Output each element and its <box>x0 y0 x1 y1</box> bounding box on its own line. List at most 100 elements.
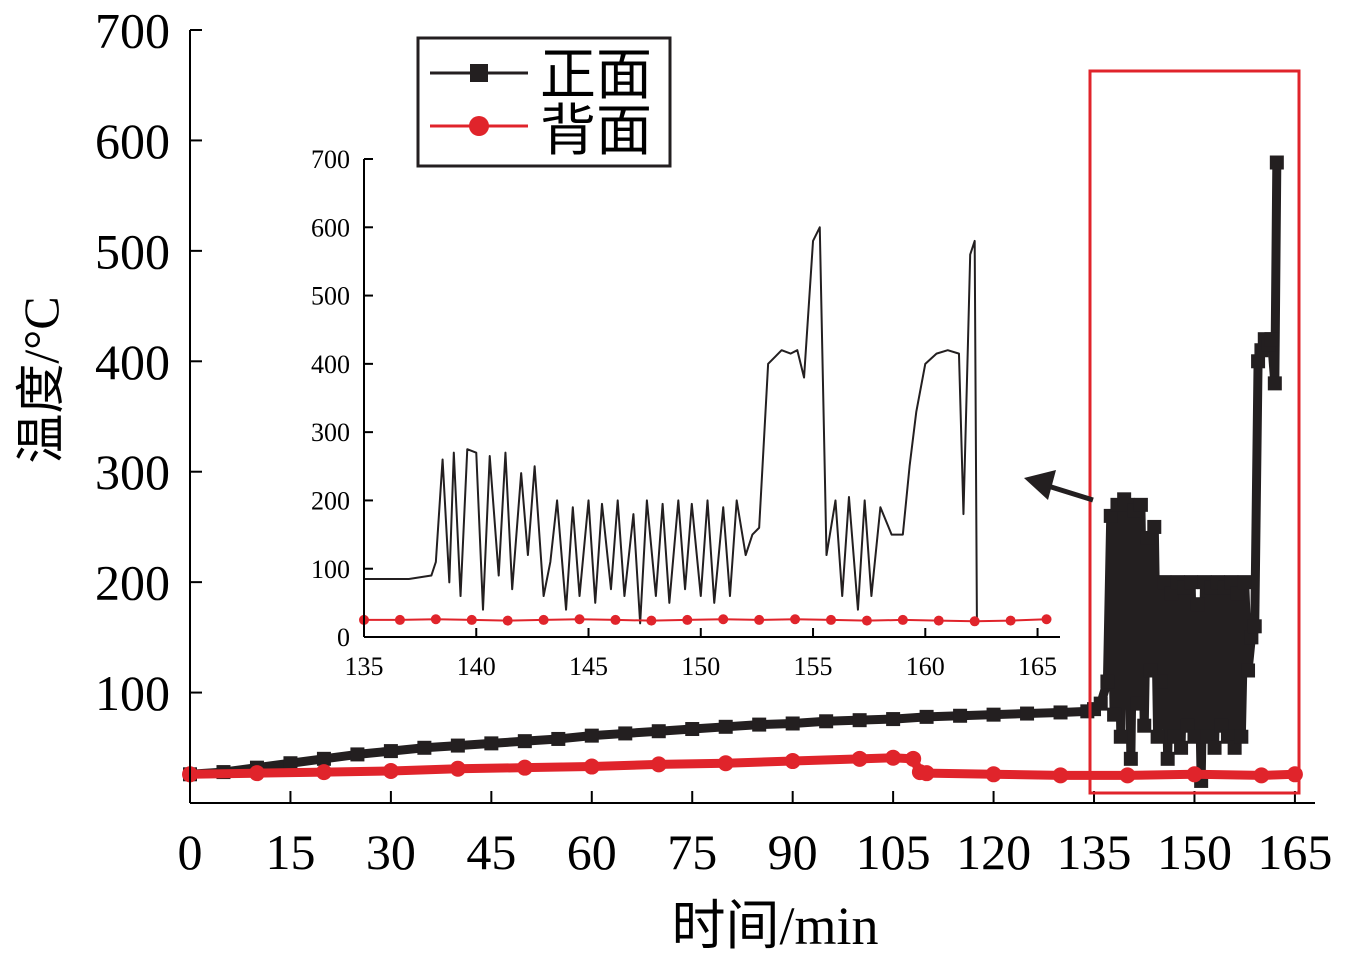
main-front-point <box>718 719 733 734</box>
inset-y-tick-label: 600 <box>311 213 350 242</box>
inset-y-tick-label: 200 <box>311 487 350 516</box>
main-back-point <box>449 760 466 777</box>
main-front-point <box>618 726 633 741</box>
legend-back-label: 背面 <box>540 101 652 163</box>
legend: 正面 背面 <box>416 36 672 168</box>
x-axis-title: 时间/min <box>671 896 878 956</box>
inset-back-point <box>538 614 549 625</box>
main-front-point <box>1053 705 1068 720</box>
inset-back-point <box>969 616 980 627</box>
main-back-point <box>382 762 399 779</box>
main-front-point <box>752 717 767 732</box>
main-front-point <box>1130 696 1145 711</box>
main-front-point <box>484 736 499 751</box>
main-front-point <box>1103 508 1118 523</box>
main-front-point <box>819 714 834 729</box>
main-front-point <box>417 740 432 755</box>
main-y-tick-label: 200 <box>95 555 170 611</box>
main-front-point <box>852 713 867 728</box>
main-front-point <box>383 744 398 759</box>
main-y-tick-label: 400 <box>95 334 170 390</box>
main-front-point <box>1107 707 1122 722</box>
main-front-point <box>1143 663 1158 678</box>
main-back-point <box>1253 767 1270 784</box>
main-front-point <box>1237 575 1252 590</box>
main-front-point <box>1093 696 1108 711</box>
main-front-point <box>1133 497 1148 512</box>
inset-series-back-line <box>364 618 1047 623</box>
inset-back-point <box>430 614 441 625</box>
main-back-point <box>918 765 935 782</box>
main-back-point <box>905 750 922 767</box>
main-front-point <box>551 731 566 746</box>
main-back-point <box>784 753 801 770</box>
inset-plot: 135 140 145 150 155 160 165 0 100 200 300 400 500 600… <box>311 145 1060 681</box>
inset-series-layer <box>359 226 1052 627</box>
main-front-point <box>1153 674 1168 689</box>
main-front-point <box>986 707 1001 722</box>
main-back-point <box>248 765 265 782</box>
main-front-point <box>1200 729 1215 744</box>
inset-y-tick-label: 0 <box>337 623 350 652</box>
inset-series-front-line <box>364 226 978 625</box>
main-front-point <box>886 712 901 727</box>
inset-x-tick-label: 140 <box>457 652 496 681</box>
main-back-point <box>583 758 600 775</box>
inset-back-point <box>825 614 836 625</box>
inset-x-tick-label: 150 <box>681 652 720 681</box>
inset-y-tick-label: 700 <box>311 145 350 174</box>
main-back-point <box>315 764 332 781</box>
main-front-point <box>1113 729 1128 744</box>
main-front-point <box>1164 586 1179 601</box>
main-x-tick-label: 135 <box>1057 824 1132 880</box>
inset-axes: 135 140 145 150 155 160 165 0 100 200 300 400 500 600… <box>311 145 1060 681</box>
inset-y-tick-label: 100 <box>311 555 350 584</box>
main-front-point <box>1220 729 1235 744</box>
main-front-point <box>1207 740 1222 755</box>
main-x-tick-label: 165 <box>1257 824 1332 880</box>
main-front-point <box>1251 354 1266 369</box>
main-front-point <box>1147 519 1162 534</box>
main-front-point <box>1269 155 1284 170</box>
main-front-point <box>1264 332 1279 347</box>
main-front-point <box>1180 718 1195 733</box>
main-front-point <box>1140 530 1155 545</box>
main-x-tick-label: 45 <box>466 824 516 880</box>
inset-back-point <box>574 614 585 625</box>
main-back-point <box>1052 767 1069 784</box>
main-front-point <box>1160 751 1175 766</box>
zoom-arrow <box>1024 470 1094 503</box>
main-front-point <box>1234 729 1249 744</box>
main-series-front-line <box>189 162 1282 786</box>
inset-back-point <box>646 615 657 626</box>
main-front-point <box>1137 718 1152 733</box>
main-front-point <box>685 722 700 737</box>
main-front-point <box>1267 376 1282 391</box>
inset-y-tick-label: 400 <box>311 350 350 379</box>
main-back-point <box>1186 766 1203 783</box>
main-front-point <box>1187 729 1202 744</box>
legend-back-marker <box>469 116 489 136</box>
main-front-point <box>1241 663 1256 678</box>
legend-front-label: 正面 <box>540 45 652 107</box>
main-x-tick-label: 120 <box>956 824 1031 880</box>
inset-y-tick-label: 300 <box>311 418 350 447</box>
y-axis-title: 温度/°C <box>13 296 69 463</box>
main-front-point <box>350 747 365 762</box>
main-front-point <box>283 756 298 771</box>
legend-box <box>416 36 672 168</box>
inset-back-point <box>1041 614 1052 625</box>
main-front-point <box>1123 751 1138 766</box>
zoom-region-highlight <box>1088 69 1301 795</box>
inset-back-point <box>790 614 801 625</box>
main-front-point <box>1150 729 1165 744</box>
main-front-point <box>1157 575 1172 590</box>
main-front-point <box>1020 706 1035 721</box>
main-back-point <box>985 766 1002 783</box>
main-front-point <box>517 734 532 749</box>
main-back-point <box>851 750 868 767</box>
main-front-point <box>1174 740 1189 755</box>
main-x-tick-label: 30 <box>366 824 416 880</box>
main-x-tick-label: 75 <box>667 824 717 880</box>
main-axes: 0 15 30 45 60 75 90 105 120 135 150 165 100 200 300 400… <box>95 3 1332 881</box>
